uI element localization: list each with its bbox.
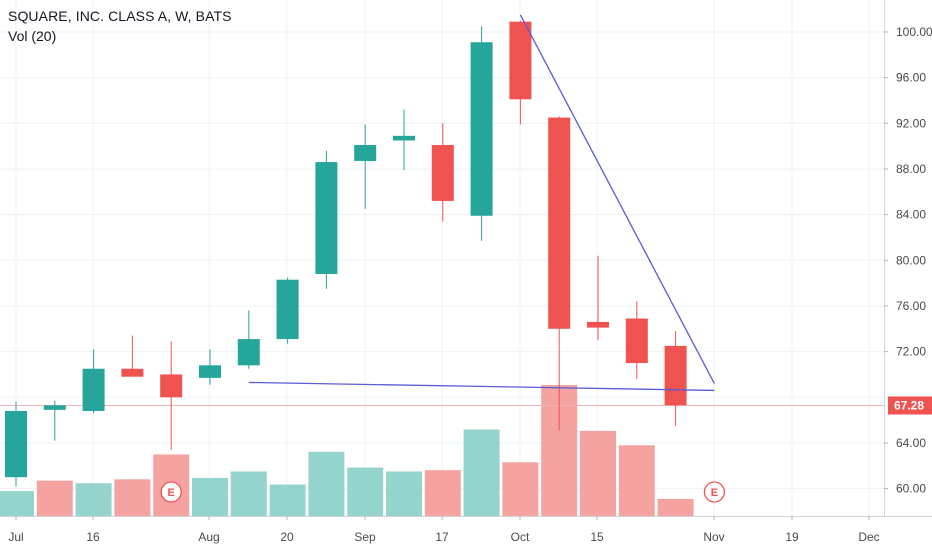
volume-bar bbox=[424, 470, 461, 516]
candle-body bbox=[199, 365, 221, 378]
candle-body bbox=[315, 162, 338, 274]
earnings-marker-label: E bbox=[168, 487, 175, 499]
candle-body bbox=[509, 21, 532, 100]
candle-body bbox=[470, 42, 493, 216]
volume-bar bbox=[308, 451, 345, 516]
price-scale-label: 96.00 bbox=[896, 71, 926, 85]
earnings-marker-label: E bbox=[711, 487, 718, 499]
volume-bar bbox=[580, 430, 616, 516]
candle[interactable] bbox=[509, 20, 532, 125]
volume-bar bbox=[0, 491, 34, 516]
price-scale-label: 92.00 bbox=[896, 116, 926, 130]
last-price-tag-label: 67.28 bbox=[894, 398, 924, 412]
candle-body bbox=[276, 279, 299, 340]
candle-body bbox=[237, 339, 260, 366]
time-scale-label: Sep bbox=[354, 530, 376, 544]
volume-bar bbox=[192, 478, 228, 516]
time-scale-label: 20 bbox=[280, 530, 294, 544]
time-scale-label: Dec bbox=[858, 530, 879, 544]
time-scale[interactable] bbox=[0, 516, 932, 550]
candle-body bbox=[354, 144, 377, 161]
candle-body bbox=[121, 368, 144, 377]
time-scale-label: Jul bbox=[8, 530, 23, 544]
volume-bar bbox=[75, 483, 112, 516]
time-scale-label: Oct bbox=[511, 530, 530, 544]
candle-body bbox=[431, 144, 454, 201]
candle[interactable] bbox=[470, 26, 493, 241]
price-scale-label: 72.00 bbox=[896, 345, 926, 359]
volume-bar bbox=[269, 484, 306, 516]
candle[interactable] bbox=[354, 124, 377, 209]
earnings-marker[interactable]: E bbox=[703, 481, 726, 503]
candle[interactable] bbox=[393, 109, 415, 171]
time-scale-label: Nov bbox=[703, 530, 724, 544]
candle[interactable] bbox=[160, 341, 183, 450]
candle-body bbox=[5, 410, 27, 478]
earnings-marker-circle bbox=[703, 481, 726, 503]
candle[interactable] bbox=[276, 277, 299, 344]
volume-bar bbox=[36, 480, 73, 516]
volume-bar bbox=[502, 462, 539, 516]
candle[interactable] bbox=[431, 123, 454, 222]
price-scale[interactable] bbox=[884, 0, 932, 550]
candle[interactable] bbox=[199, 349, 221, 385]
candle-body bbox=[587, 321, 609, 328]
grid bbox=[0, 0, 884, 516]
price-scale-label: 84.00 bbox=[896, 208, 926, 222]
candlestick-series bbox=[5, 20, 687, 487]
candle[interactable] bbox=[625, 301, 648, 380]
candle[interactable] bbox=[315, 150, 338, 289]
trendline[interactable] bbox=[519, 14, 715, 384]
time-scale-label: 15 bbox=[590, 530, 604, 544]
candle-body bbox=[625, 318, 648, 364]
candle[interactable] bbox=[237, 310, 260, 369]
price-scale-label: 60.00 bbox=[896, 482, 926, 496]
volume-bar bbox=[463, 429, 500, 516]
candle[interactable] bbox=[43, 400, 66, 441]
candle-body bbox=[160, 374, 183, 398]
candle-body bbox=[548, 117, 571, 329]
price-scale-label: 100.00 bbox=[896, 25, 932, 39]
time-scale-label: 17 bbox=[435, 530, 449, 544]
candle-body bbox=[664, 345, 687, 406]
time-scale-label: 16 bbox=[86, 530, 100, 544]
earnings-marker[interactable]: E bbox=[160, 481, 182, 503]
volume-bar bbox=[347, 467, 384, 516]
price-scale-label: 76.00 bbox=[896, 299, 926, 313]
time-scale-label: 19 bbox=[785, 530, 799, 544]
price-scale-label: 80.00 bbox=[896, 253, 926, 267]
candle-body bbox=[82, 368, 105, 411]
time-scale-label: Aug bbox=[198, 530, 219, 544]
chart-legend: SQUARE, INC. CLASS A, W, BATS Vol (20) bbox=[8, 8, 232, 44]
price-scale-label: 88.00 bbox=[896, 162, 926, 176]
volume-bar bbox=[657, 498, 694, 516]
volume-indicator-label[interactable]: Vol (20) bbox=[8, 28, 57, 44]
last-price-tag: 67.28 bbox=[888, 396, 932, 415]
earnings-marker-circle bbox=[160, 481, 182, 503]
candle-body bbox=[43, 405, 66, 410]
volume-bar bbox=[618, 445, 655, 516]
volume-bar bbox=[386, 471, 422, 516]
candle[interactable] bbox=[587, 255, 609, 341]
candle-body bbox=[393, 135, 415, 141]
candle[interactable] bbox=[548, 116, 571, 431]
volume-bar bbox=[114, 479, 151, 516]
volume-bar bbox=[230, 471, 267, 516]
price-scale-label: 64.00 bbox=[896, 436, 926, 450]
symbol-title[interactable]: SQUARE, INC. CLASS A, W, BATS bbox=[8, 8, 232, 24]
last-price-tag-bg bbox=[888, 396, 932, 415]
candle[interactable] bbox=[5, 401, 27, 487]
candle[interactable] bbox=[121, 335, 144, 377]
trendline[interactable] bbox=[248, 381, 715, 392]
candle[interactable] bbox=[82, 349, 105, 414]
